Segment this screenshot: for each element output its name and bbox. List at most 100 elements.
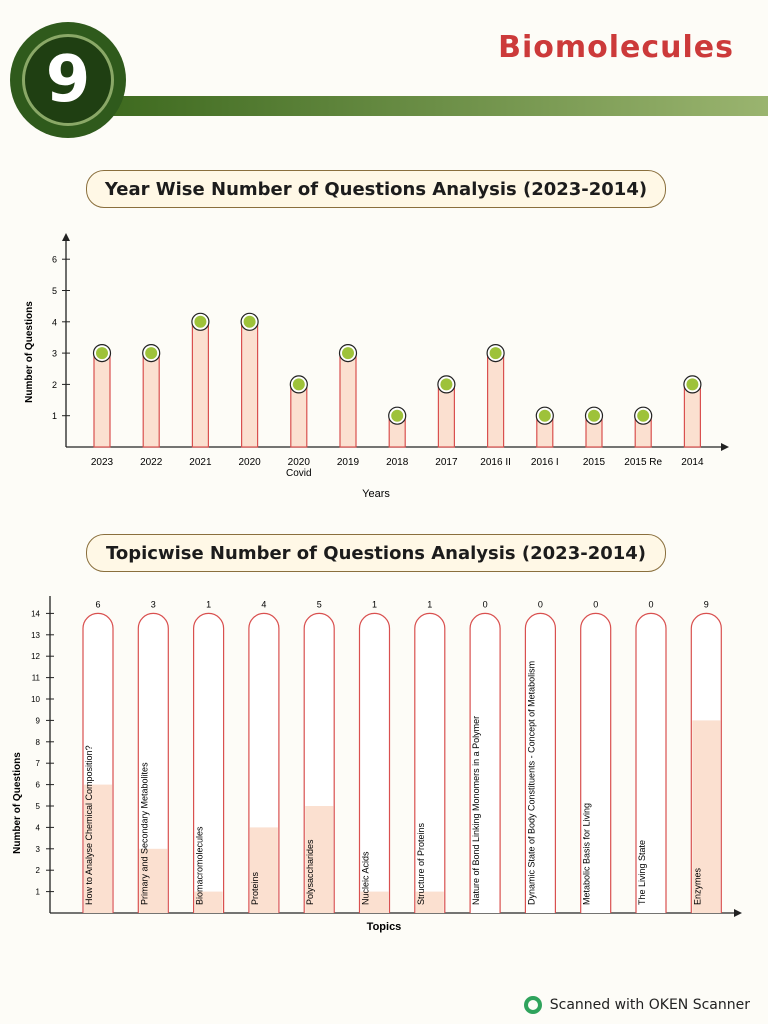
bar-dot [96,347,108,360]
bar-fill [360,891,389,913]
x-tick-label: 2019 [337,457,360,468]
x-tick-label: 2021 [189,457,212,468]
bar [683,383,702,448]
y-tick-label: 3 [36,845,41,854]
x-tick-label: 2022 [140,457,163,468]
bar-value-label: 3 [151,599,156,609]
bar [191,321,209,448]
bar-dot [538,409,551,422]
bar [241,321,259,448]
x-tick-label: 2016 I [531,457,559,468]
x-tick-label: The Living State [637,840,647,905]
y-tick-label: 2 [36,866,41,875]
header-bar [110,96,768,116]
bar-dot [292,378,305,391]
bar-fill [194,891,223,913]
bar-outline [580,612,612,913]
x-axis-arrow [721,443,729,451]
bar-value-label: 1 [372,599,377,609]
x-tick-label: Biomacromolecules [195,826,205,905]
bar-dot [489,347,502,360]
bar-fill [139,848,168,913]
y-tick-label: 6 [52,255,57,265]
bar-value-label: 0 [648,599,653,609]
bar-fill [692,720,721,913]
page-header: 9 Biomolecules [0,0,768,138]
x-tick-label: Metabolic Basis for Living [582,803,592,905]
bar [487,352,505,448]
bar-fill [84,784,112,913]
scanner-text: Scanned with OKEN Scanner [549,997,750,1013]
scanner-logo-icon [523,996,542,1014]
y-tick-label: 1 [52,411,57,421]
year-wise-chart: 1 2 3 4 5 6 Number of Questions 2023 2022 2021 202… [24,233,729,500]
chapter-title: Biomolecules [498,30,734,65]
x-axis-label: Topics [367,921,402,933]
scanner-footer: Scanned with OKEN Scanner [523,996,750,1014]
bar-dot [391,409,404,422]
bar-dot [145,347,158,360]
x-tick-label: Nucleic Acids [361,851,371,905]
bar-dot [243,315,256,328]
bar-dot [637,409,650,422]
y-tick-label: 13 [31,631,40,640]
bar-value-label: 4 [261,599,266,609]
x-tick-label: 2015 Re [624,457,662,468]
bar-value-label: 6 [95,599,100,609]
y-tick-label: 12 [31,652,40,661]
x-tick-label: 2020 Covid [286,457,312,479]
y-tick-label: 14 [31,609,40,618]
y-tick-label: 2 [52,380,57,390]
y-tick-label: 8 [36,738,41,747]
x-tick-label: Polysaccharides [305,839,315,905]
y-axis-label: Number of Questions [24,301,35,403]
bar-value-label: 0 [483,599,488,609]
bar-value-label: 9 [704,599,709,609]
bar-fill [305,806,334,913]
y-tick-label: 1 [36,888,41,897]
x-tick-label: Proteins [250,871,260,905]
x-tick-label: 2017 [435,457,458,468]
x-tick-label: 2014 [681,457,704,468]
bar-fill [415,891,444,913]
bar-dot [440,378,453,391]
x-axis-arrow [734,909,742,917]
y-tick-label: 4 [52,317,57,327]
chart1-title: Year Wise Number of Questions Analysis (… [86,170,666,208]
bar-outline [414,612,446,913]
bar-value-label: 0 [538,599,543,609]
x-tick-label: Primary and Secondary Metabolites [139,762,149,905]
x-tick-label: How to Analyse Chemical Composition? [84,745,94,905]
y-tick-label: 9 [36,716,41,725]
y-tick-label: 11 [32,674,41,683]
bar-value-label: 0 [593,599,598,609]
bar [339,352,357,448]
bar-outline [358,612,391,913]
bar-outline [137,612,169,913]
bar-dot [194,315,207,328]
bar-outline [635,612,667,913]
bar-outline [524,612,556,913]
chapter-badge: 9 [10,22,126,138]
y-axis-arrow [62,233,70,241]
y-axis-label: Number of Questions [12,752,23,854]
x-tick-label: Enzymes [692,867,702,905]
y-tick-label: 3 [52,349,57,359]
bar-dot [342,347,354,360]
x-tick-label: Nature of Bond Linking Monomers in a Pol… [471,716,481,905]
chart2-title: Topicwise Number of Questions Analysis (… [86,534,666,572]
x-axis-label: Years [362,488,390,500]
y-tick-label: 6 [36,781,41,790]
x-tick-label: 2023 [91,457,114,468]
bar-dot [686,378,699,391]
y-tick-label: 10 [31,695,40,704]
bar-fill [249,827,278,913]
bar [142,352,160,448]
bar-value-label: 1 [206,599,211,609]
bar [93,352,111,448]
x-tick-label: 2016 II [480,457,511,468]
x-tick-label: Dynamic State of Body Constituents - Con… [526,661,536,905]
y-tick-label: 7 [36,759,41,768]
x-tick-label: 2018 [386,457,409,468]
